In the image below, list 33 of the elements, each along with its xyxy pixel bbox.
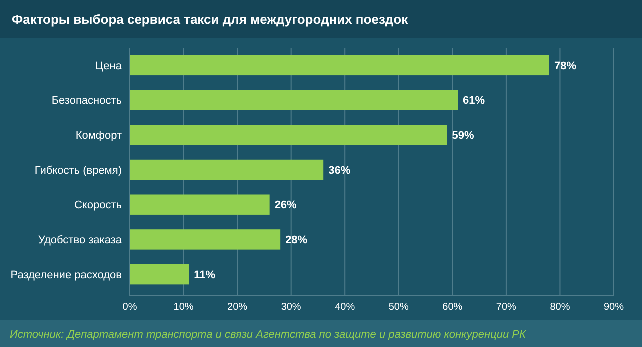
- text: Источник: Департамент транспорта и связи Агентства по защите и развитию конкуренции РК: [10, 329, 526, 341]
- data-label: 26%: [274, 200, 298, 212]
- data-label: 11%: [194, 269, 216, 282]
- chart-title: Факторы выбора сервиса такси для междугородних поездок: [12, 12, 409, 27]
- bar: [130, 125, 448, 146]
- bar: [130, 264, 190, 285]
- data-label: 28%: [286, 234, 308, 247]
- x-tick-label: 20%: [228, 302, 248, 313]
- bar: [130, 230, 281, 250]
- y-tick-label: Комфорт: [76, 130, 122, 142]
- x-tick-label: 70%: [496, 302, 517, 313]
- x-tick-label: 50%: [388, 302, 410, 313]
- y-tick-label: Скорость: [74, 200, 122, 212]
- x-tick-label: 60%: [442, 302, 463, 313]
- x-tick-label: 30%: [281, 302, 302, 313]
- x-tick-label: 40%: [335, 302, 356, 313]
- data-label: 61%: [463, 95, 486, 108]
- bar: [130, 160, 324, 180]
- data-label: 78%: [554, 60, 577, 72]
- bar: [130, 90, 458, 110]
- x-tick-label: 90%: [604, 302, 624, 313]
- y-tick-label: Удобство заказа: [38, 234, 123, 247]
- x-tick-label: 0%: [122, 302, 138, 313]
- bar: [130, 194, 270, 215]
- bar: [130, 55, 550, 76]
- y-tick-label: Безопасность: [52, 95, 122, 108]
- data-label: 59%: [452, 130, 475, 142]
- x-tick-label: 10%: [174, 302, 194, 313]
- y-tick-label: Гибкость (время): [34, 164, 122, 177]
- x-tick-label: 80%: [550, 302, 570, 313]
- y-tick-label: Разделение расходов: [10, 269, 122, 282]
- data-label: 36%: [328, 164, 351, 177]
- y-tick-label: Цена: [96, 60, 123, 72]
